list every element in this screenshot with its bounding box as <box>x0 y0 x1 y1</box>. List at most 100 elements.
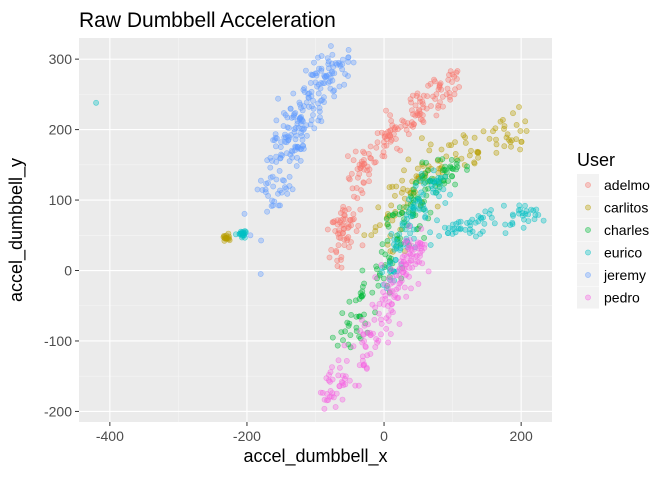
data-point-adelmo <box>409 92 416 99</box>
data-point-jeremy <box>278 139 284 145</box>
data-point-charles <box>342 328 348 335</box>
data-point-jeremy <box>345 54 352 61</box>
data-point-carlitos <box>522 118 529 125</box>
data-point-eurico <box>403 211 410 218</box>
data-point-eurico <box>469 228 476 235</box>
data-point-pedro <box>382 295 389 302</box>
data-point-adelmo <box>414 90 421 97</box>
data-point-charles <box>392 210 399 217</box>
data-point-jeremy <box>269 173 276 180</box>
data-point-carlitos <box>468 147 474 154</box>
data-point-jeremy <box>294 120 301 127</box>
data-point-jeremy <box>247 232 254 239</box>
data-point-eurico <box>445 230 452 236</box>
data-point-eurico <box>488 214 495 221</box>
data-point-jeremy <box>269 197 275 204</box>
data-point-jeremy <box>272 143 279 150</box>
data-point-carlitos <box>493 141 500 148</box>
data-point-charles <box>435 156 441 163</box>
legend-label-adelmo: adelmo <box>604 177 650 193</box>
legend-label-eurico: eurico <box>604 245 642 261</box>
data-point-adelmo <box>403 126 410 133</box>
legend-label-charles: charles <box>604 222 649 238</box>
data-point-adelmo <box>383 107 389 114</box>
data-point-pedro <box>417 253 423 259</box>
data-point-jeremy <box>307 121 314 128</box>
data-point-pedro <box>332 404 339 410</box>
data-point-eurico <box>420 191 427 198</box>
data-point-adelmo <box>428 103 434 109</box>
data-point-pedro <box>385 318 392 324</box>
data-point-adelmo <box>435 102 442 109</box>
data-point-adelmo <box>437 99 443 105</box>
data-point-charles <box>439 156 446 163</box>
data-point-carlitos <box>426 147 433 154</box>
data-point-adelmo <box>408 107 415 114</box>
data-point-adelmo <box>447 68 454 75</box>
data-point-adelmo <box>372 159 379 165</box>
data-point-pedro <box>399 269 406 276</box>
data-point-carlitos <box>501 143 508 150</box>
data-point-eurico <box>434 217 440 224</box>
legend-swatch-charles <box>585 227 591 233</box>
data-point-carlitos <box>414 165 421 172</box>
data-point-jeremy <box>297 157 304 164</box>
data-point-charles <box>348 311 354 318</box>
data-point-adelmo <box>408 99 414 106</box>
data-point-jeremy <box>321 80 328 86</box>
data-point-pedro <box>415 280 422 287</box>
series-jeremy <box>241 43 357 277</box>
data-point-eurico <box>93 99 99 106</box>
data-point-adelmo <box>373 144 380 151</box>
data-point-adelmo <box>354 195 361 202</box>
legend-swatch-carlitos <box>585 204 591 211</box>
data-point-pedro <box>411 246 418 252</box>
data-point-adelmo <box>444 85 451 92</box>
data-point-adelmo <box>345 175 352 182</box>
data-point-eurico <box>502 221 509 228</box>
data-point-eurico <box>488 207 494 213</box>
y-tick-label: -100 <box>44 333 72 349</box>
data-point-adelmo <box>417 98 423 105</box>
data-point-adelmo <box>411 121 417 128</box>
data-point-carlitos <box>475 154 481 161</box>
data-point-adelmo <box>439 93 446 100</box>
data-point-jeremy <box>298 104 304 111</box>
data-point-adelmo <box>367 154 374 161</box>
data-point-adelmo <box>357 165 364 171</box>
data-point-jeremy <box>315 90 322 97</box>
data-point-jeremy <box>257 271 264 277</box>
data-point-eurico <box>507 222 514 228</box>
data-point-jeremy <box>345 47 352 53</box>
data-point-eurico <box>445 225 452 232</box>
data-point-eurico <box>420 201 426 208</box>
data-point-charles <box>453 166 459 173</box>
data-point-eurico <box>457 218 464 225</box>
data-point-eurico <box>472 233 479 240</box>
data-point-adelmo <box>417 110 424 117</box>
data-point-eurico <box>464 219 470 226</box>
data-point-eurico <box>479 228 486 235</box>
data-point-pedro <box>336 382 343 389</box>
data-point-jeremy <box>268 203 275 209</box>
data-point-adelmo <box>431 78 438 85</box>
data-point-carlitos <box>399 177 405 184</box>
data-point-pedro <box>397 279 404 286</box>
data-point-eurico <box>478 215 485 222</box>
data-point-jeremy <box>296 99 303 106</box>
data-point-carlitos <box>516 104 522 110</box>
data-point-eurico <box>427 229 433 236</box>
data-point-pedro <box>412 261 419 268</box>
data-point-jeremy <box>335 59 342 66</box>
data-point-eurico <box>432 190 439 196</box>
data-point-eurico <box>427 242 434 248</box>
data-point-adelmo <box>392 136 399 142</box>
data-point-jeremy <box>284 124 291 131</box>
data-point-charles <box>410 196 417 203</box>
data-point-adelmo <box>387 138 394 145</box>
data-point-eurico <box>241 230 247 237</box>
data-point-pedro <box>367 351 374 357</box>
data-point-eurico <box>481 220 488 227</box>
data-point-adelmo <box>328 246 335 253</box>
data-point-jeremy <box>285 137 291 144</box>
